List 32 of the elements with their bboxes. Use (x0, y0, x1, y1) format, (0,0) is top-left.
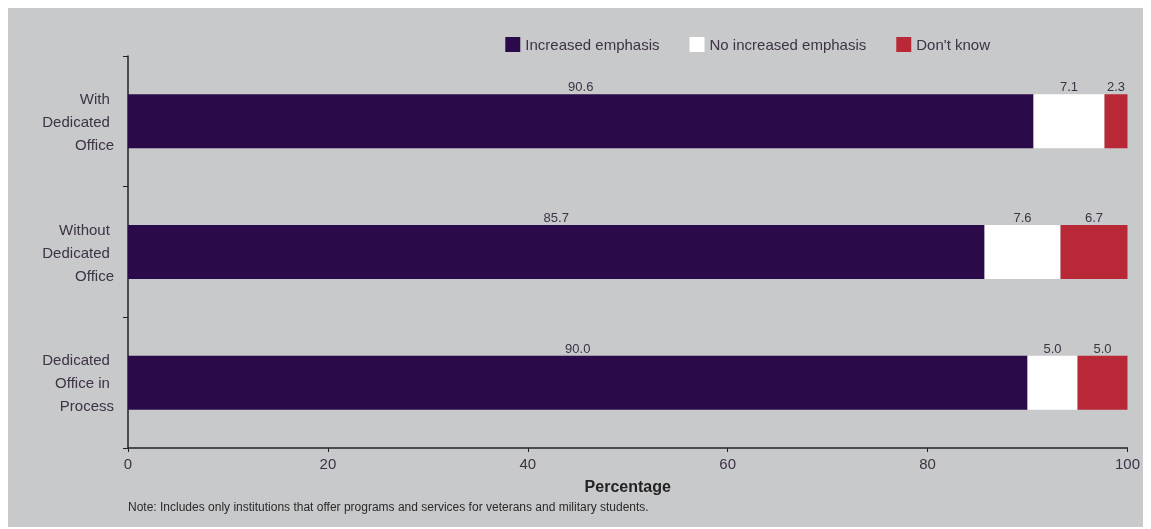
x-tick-label: 100 (1114, 455, 1140, 472)
bar (128, 225, 985, 279)
y-tick-label: With Dedicated Office (42, 89, 114, 153)
data-label: 5.0 (1043, 340, 1062, 356)
x-axis-title: Percentage (584, 477, 671, 495)
bar (1060, 225, 1128, 279)
data-label: 5.0 (1093, 340, 1112, 356)
x-tick-label: 60 (719, 455, 737, 472)
x-tick-label: 80 (919, 455, 936, 472)
x-tick-label: 20 (319, 455, 337, 472)
data-label: 7.1 (1059, 79, 1079, 95)
data-label: 7.6 (1013, 210, 1032, 225)
x-tick-label: 40 (519, 455, 537, 472)
y-tick-label: Without Dedicated Office (42, 220, 114, 284)
bar (1077, 355, 1128, 410)
legend-label: No increased emphasis (709, 36, 867, 53)
bar (128, 94, 1034, 149)
data-label: 85.7 (543, 210, 569, 225)
bar (1104, 94, 1128, 149)
data-label: 90.0 (565, 340, 591, 356)
bar (1027, 355, 1078, 410)
data-label: 2.3 (1106, 79, 1126, 95)
text: Note: Includes only institutions that offer programs and services for veterans and military students. (128, 500, 649, 514)
bar (128, 355, 1028, 410)
data-label: 90.6 (568, 79, 594, 95)
x-tick-label: 0 (123, 455, 133, 472)
legend-label: Increased emphasis (525, 36, 660, 53)
legend-label: Don't know (916, 36, 991, 53)
data-label: 6.7 (1084, 210, 1104, 225)
bar (984, 225, 1061, 279)
y-tick-label: Dedicated Office in Process (42, 351, 114, 415)
bar (1033, 94, 1105, 149)
